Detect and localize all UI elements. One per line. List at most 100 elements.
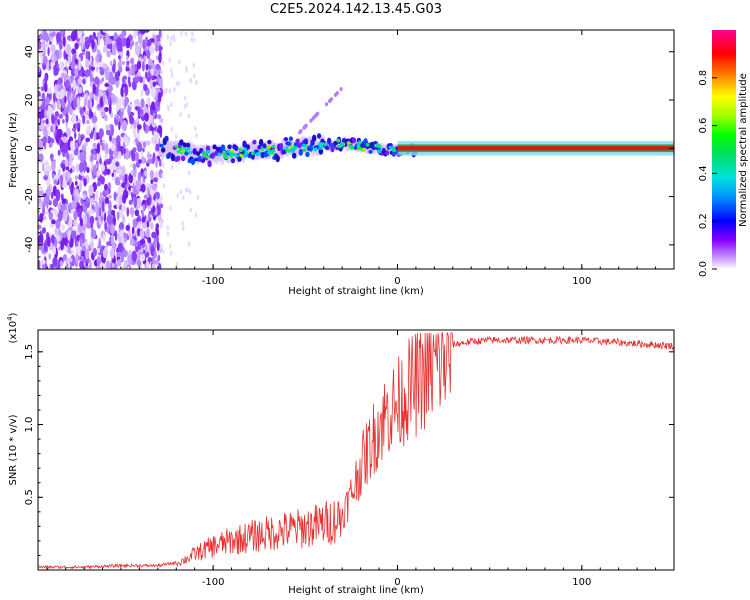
noise-blob	[38, 118, 41, 124]
noise-blob	[137, 124, 142, 130]
noise-blob	[142, 203, 146, 210]
noise-blob	[39, 212, 44, 223]
signal-body	[234, 145, 239, 151]
signal-branch	[324, 102, 329, 107]
signal-body	[182, 142, 187, 148]
noise-blob	[143, 194, 148, 199]
noise-blob	[60, 174, 63, 187]
noise-blob	[151, 231, 157, 239]
noise-blob	[136, 75, 140, 82]
snr-panel: -100 0 100 Height of straight line (km) 0.5 1…	[6, 312, 675, 596]
signal-peak	[291, 147, 296, 151]
signal-peak	[250, 151, 255, 156]
noise-blob	[153, 177, 158, 183]
signal-peak	[202, 154, 207, 158]
signal-peak	[223, 155, 228, 159]
noise-blob	[52, 31, 56, 37]
noise-blob	[149, 79, 153, 90]
signal-body	[184, 151, 189, 156]
noise-blob	[38, 185, 43, 192]
noise-blob	[45, 209, 49, 216]
noise-blob	[131, 150, 136, 162]
noise-blob	[65, 246, 69, 252]
noise-blob	[189, 189, 192, 195]
y-tick-label: 1.0	[24, 417, 35, 433]
noise-blob	[86, 111, 90, 115]
noise-blob	[134, 209, 140, 217]
noise-blob	[51, 113, 55, 125]
noise-blob	[142, 141, 147, 149]
noise-blob	[57, 211, 63, 222]
signal-peak	[392, 148, 397, 153]
noise-blob	[72, 98, 78, 109]
signal-body	[267, 139, 272, 145]
signal-peak	[313, 147, 318, 152]
noise-blob	[62, 210, 68, 222]
noise-blob	[152, 205, 156, 213]
noise-blob	[50, 61, 54, 69]
noise-blob	[146, 97, 150, 104]
noise-blob	[58, 137, 62, 146]
noise-blob	[60, 162, 64, 169]
noise-blob	[58, 113, 64, 119]
noise-blob	[85, 50, 89, 61]
noise-blob	[155, 55, 159, 60]
noise-blob	[130, 187, 134, 193]
noise-blob	[150, 101, 156, 112]
noise-blob	[139, 43, 143, 48]
noise-blob	[38, 111, 44, 118]
noise-blob	[106, 38, 113, 45]
signal-peak	[176, 149, 181, 154]
noise-blob	[103, 63, 108, 70]
noise-blob	[59, 260, 64, 267]
noise-blob	[149, 222, 154, 230]
y-tick-label: -40	[24, 237, 35, 253]
noise-blob	[51, 160, 56, 172]
noise-blob	[151, 263, 156, 269]
signal-branch	[333, 93, 338, 97]
noise-blob	[54, 120, 58, 126]
noise-blob	[62, 254, 67, 261]
noise-blob	[101, 77, 105, 82]
signal-branch	[309, 118, 313, 123]
noise-blob	[58, 228, 62, 237]
noise-blob	[76, 96, 81, 107]
noise-blob	[41, 92, 46, 102]
noise-blob	[161, 172, 164, 178]
noise-blob	[104, 183, 108, 191]
noise-blob	[186, 187, 190, 193]
noise-blob	[196, 194, 200, 200]
noise-blob	[120, 112, 123, 119]
signal-body	[298, 148, 304, 156]
noise-blob	[45, 97, 50, 104]
noise-blob	[110, 224, 115, 235]
noise-blob	[170, 72, 174, 78]
colorbar-label: Normalized spectral amplitude	[738, 73, 749, 227]
noise-blob	[89, 208, 94, 214]
noise-blob	[121, 182, 126, 188]
noise-blob	[93, 153, 96, 160]
noise-blob	[74, 68, 79, 77]
noise-blob	[70, 60, 76, 70]
x-tick-label: 0	[394, 577, 400, 588]
noise-blob	[43, 160, 50, 172]
noise-blob	[113, 216, 117, 226]
noise-blob	[131, 250, 137, 263]
noise-blob	[82, 78, 85, 85]
signal-body	[195, 151, 201, 157]
noise-blob	[118, 66, 123, 73]
noise-blob	[148, 194, 152, 205]
signal-body	[179, 139, 184, 146]
y-tick-label: 20	[24, 94, 35, 107]
noise-blob	[111, 124, 114, 136]
noise-blob	[154, 43, 160, 52]
noise-blob	[136, 60, 142, 70]
noise-blob	[121, 83, 127, 88]
signal-body	[318, 148, 323, 155]
noise-blob	[48, 142, 52, 149]
noise-blob	[50, 138, 55, 144]
noise-blob	[143, 84, 148, 92]
noise-blob	[187, 113, 190, 119]
signal-body	[207, 160, 212, 168]
noise-blob	[122, 189, 129, 200]
